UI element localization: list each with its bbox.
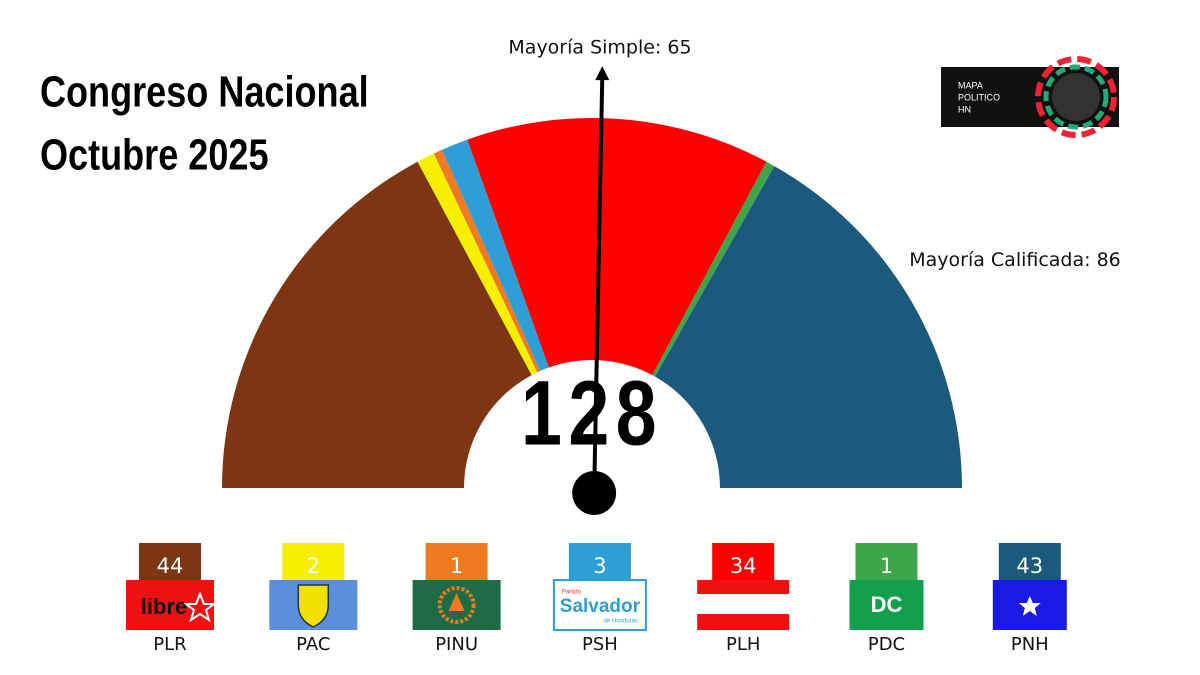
logo-tree <box>448 593 465 611</box>
seat-count: 1 <box>880 554 893 578</box>
party-name: PINU <box>435 634 478 655</box>
logo <box>697 594 790 614</box>
seat-segment <box>652 161 775 377</box>
party-name: PLR <box>153 634 186 655</box>
chart-title: Octubre 2025 <box>40 130 269 179</box>
seat-count-box <box>139 543 201 581</box>
seat-segment <box>433 149 541 373</box>
seat-segment <box>442 139 549 371</box>
logo-subtext: de Honduras <box>604 619 638 625</box>
arrow-head <box>595 66 610 81</box>
seat-count: 43 <box>1016 554 1043 578</box>
chart-title: Congreso Nacional <box>40 67 369 116</box>
logo-shield <box>297 584 330 628</box>
seat-segment <box>655 166 962 488</box>
seat-count: 34 <box>730 554 757 578</box>
seat-count: 3 <box>593 554 606 578</box>
seat-count-box <box>282 543 345 581</box>
logo <box>849 580 924 630</box>
brand-text: HN <box>958 104 971 114</box>
seat-count-box <box>998 543 1061 581</box>
party-name: PDC <box>868 634 905 655</box>
seat-count-box <box>425 543 488 581</box>
brand-logo: MAPA POLITICO HN <box>941 56 1119 138</box>
logo-text: Salvador <box>560 596 641 617</box>
seat-count: 1 <box>450 554 463 578</box>
brand-ring <box>1035 56 1117 138</box>
seat-arc <box>222 118 962 488</box>
brand-text: MAPA <box>958 80 983 90</box>
seat-count-box <box>855 543 918 581</box>
logo <box>552 579 647 631</box>
seat-count: 44 <box>157 554 184 578</box>
brand-text: POLITICO <box>958 92 1000 102</box>
logo-text: libre <box>141 594 187 619</box>
logo <box>126 580 214 630</box>
party-name: PSH <box>582 634 618 655</box>
seat-count: 2 <box>307 554 320 578</box>
majority-label: Mayoría Simple: 65 <box>508 37 691 59</box>
seat-segment <box>222 161 532 488</box>
seat-count-box <box>712 543 775 581</box>
logo <box>697 580 790 594</box>
brand-ring <box>1043 64 1109 130</box>
seat-count-box <box>568 543 631 581</box>
seat-segment <box>467 118 767 376</box>
brand-map <box>1052 73 1100 121</box>
qualified-label: Mayoría Calificada: 86 <box>909 249 1121 271</box>
total-seats: 128 <box>521 361 663 464</box>
logo <box>697 614 790 630</box>
logo-star <box>1018 596 1041 616</box>
logo-sun <box>437 586 476 624</box>
seat-segment <box>417 153 538 376</box>
party-name: PNH <box>1011 634 1049 655</box>
arrow-base <box>572 471 617 515</box>
party-name: PAC <box>296 634 330 655</box>
logo-subtext: Partido <box>562 590 582 596</box>
party-name: PLH <box>726 634 760 655</box>
logo-star <box>183 591 217 623</box>
qualified-note: Mayoría Calificada: 86 <box>909 249 1121 271</box>
logo-text: DC <box>871 592 903 617</box>
majority-arrow <box>592 78 605 494</box>
